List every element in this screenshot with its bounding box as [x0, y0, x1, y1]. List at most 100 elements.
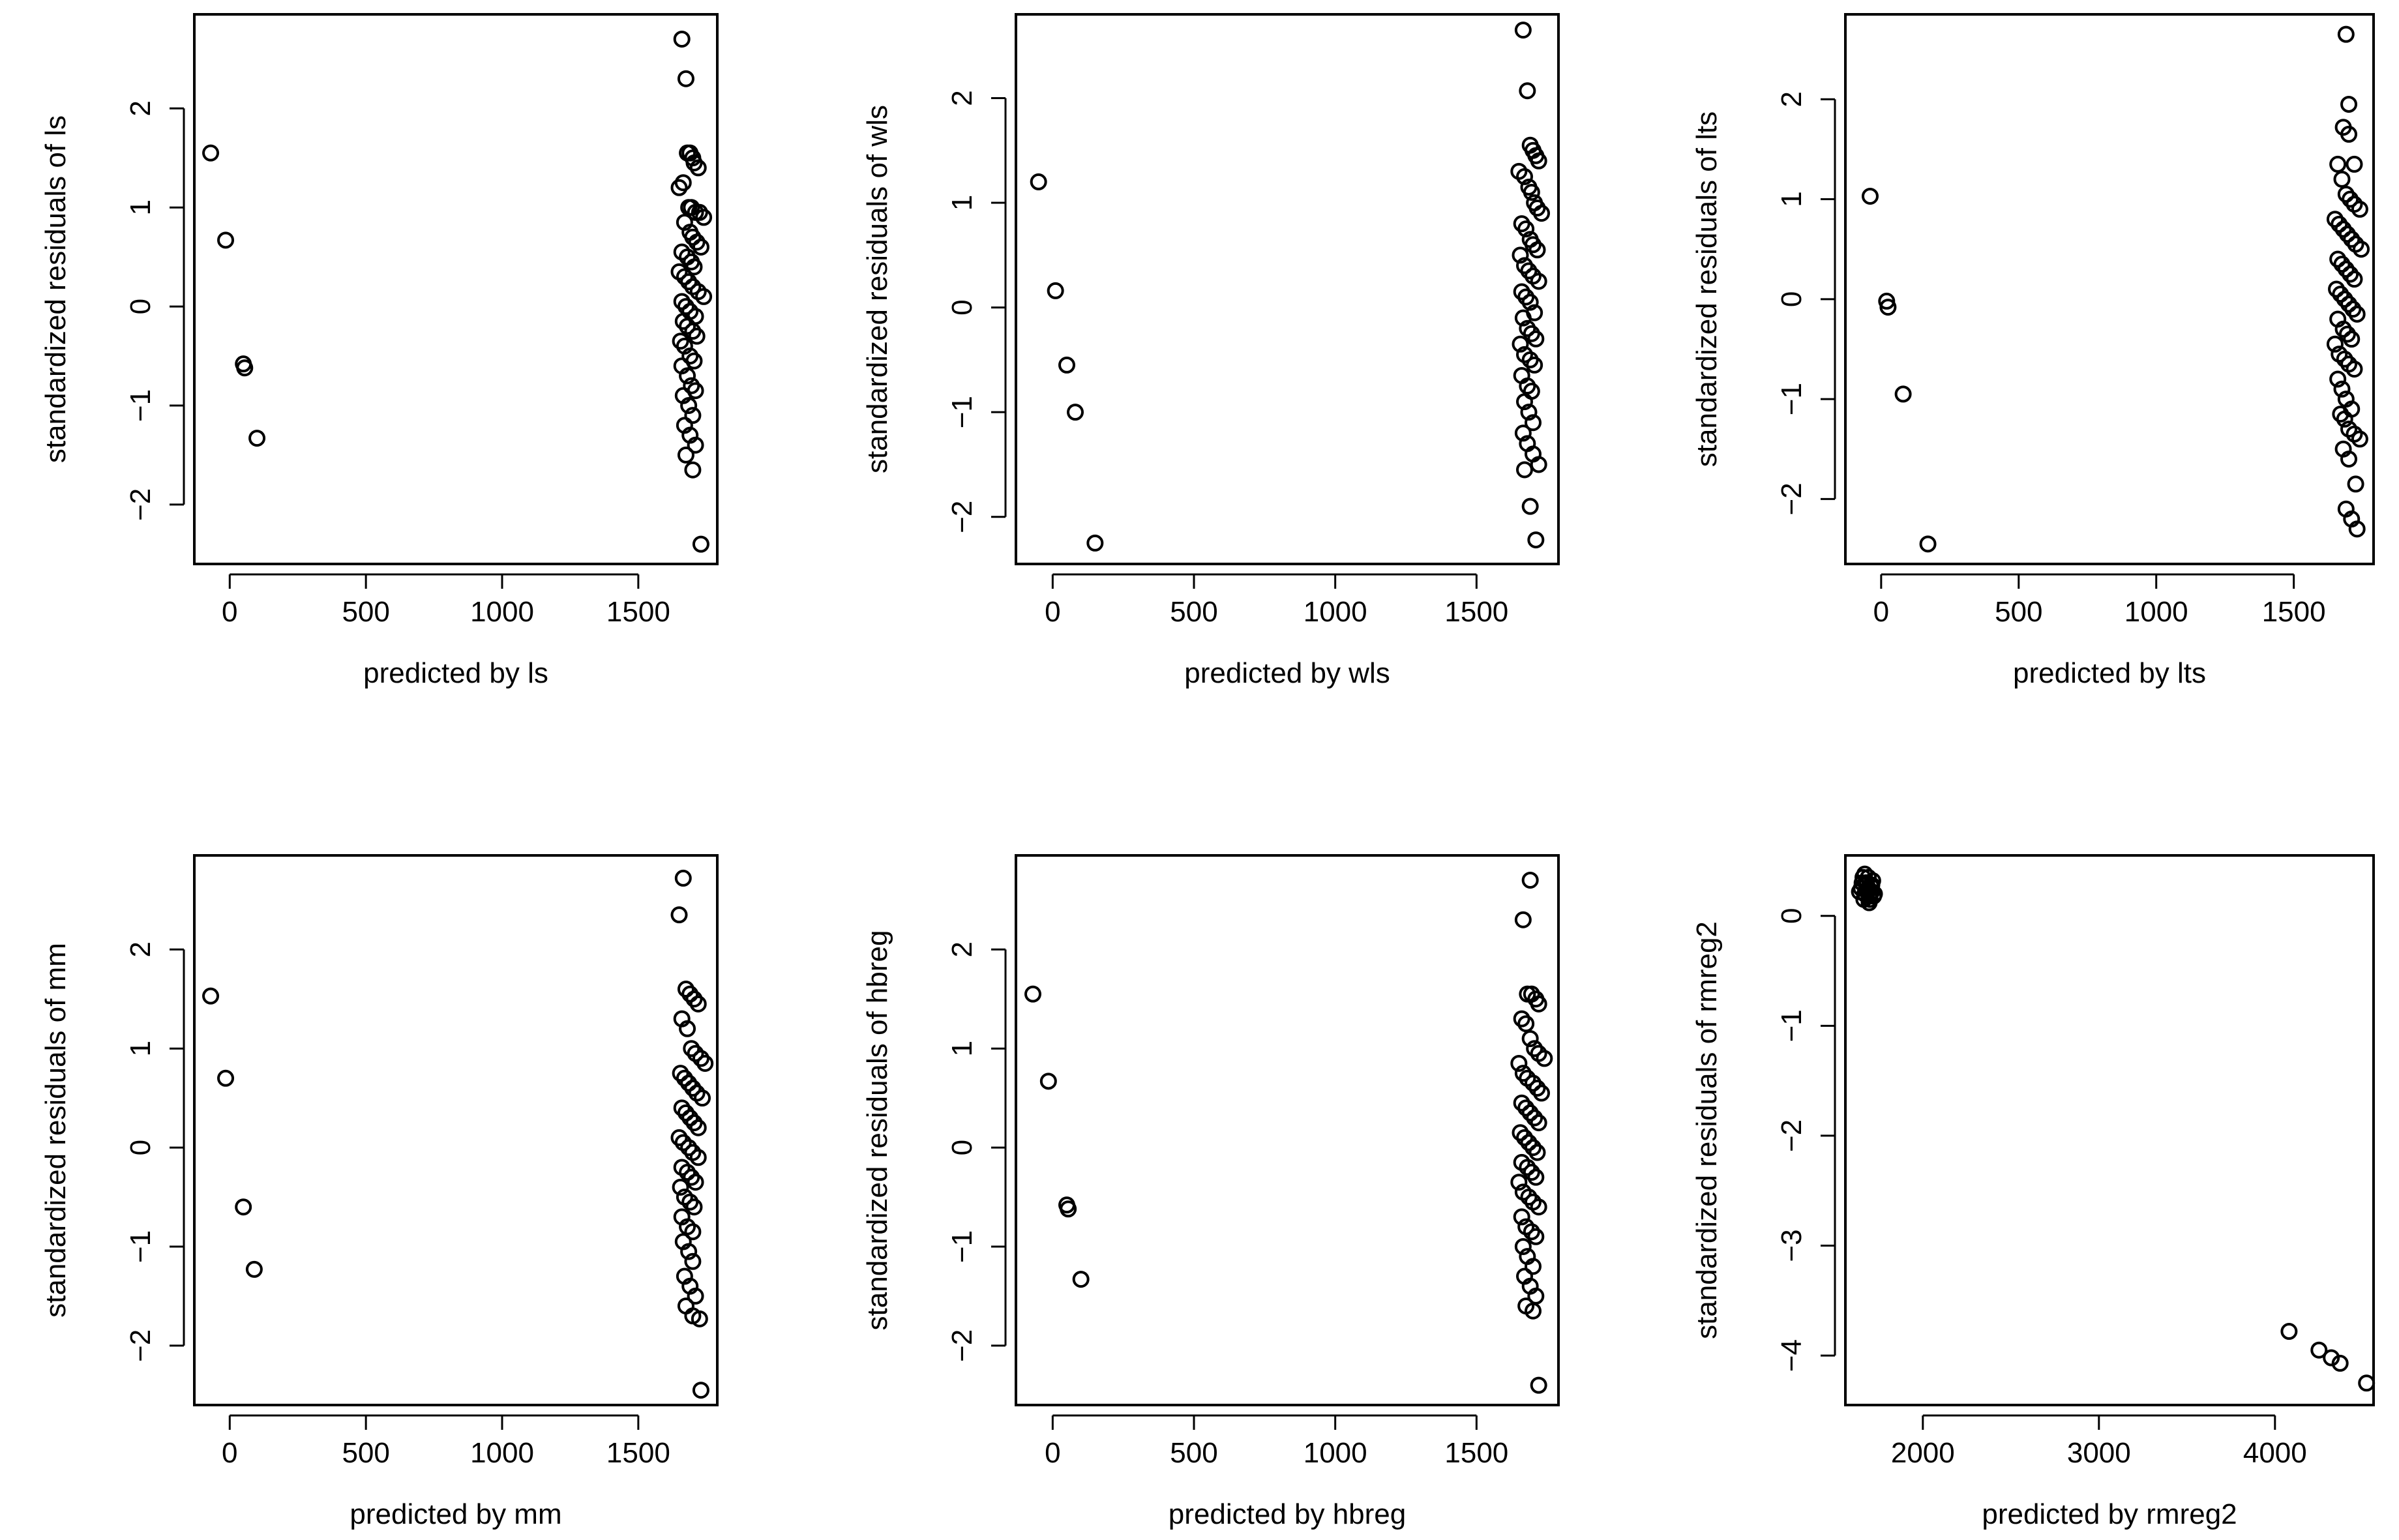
data-point	[689, 995, 707, 1013]
data-point	[1533, 205, 1550, 222]
data-point	[2332, 406, 2349, 423]
data-point	[677, 70, 694, 87]
data-point	[1525, 1302, 1542, 1320]
data-point	[1521, 293, 1539, 311]
data-point	[1514, 1237, 1532, 1255]
data-point	[1527, 330, 1545, 348]
data-point	[1530, 152, 1547, 170]
data-point	[676, 1069, 693, 1087]
x-axis-title: predicted by wls	[1184, 657, 1390, 689]
data-point	[2329, 250, 2347, 268]
data-point	[1523, 183, 1540, 201]
y-axis-title: standardized residuals of ls	[40, 115, 72, 463]
data-point	[1526, 1109, 1543, 1127]
data-point	[2333, 380, 2351, 398]
data-point	[1514, 1065, 1532, 1082]
data-point	[692, 238, 709, 256]
data-point	[683, 377, 700, 394]
data-point	[1513, 1094, 1530, 1112]
scatter-panel-4: 0 500 1000 1500 −2 −1 0 1 2 predicted by mm standa…	[40, 854, 719, 1530]
data-point	[2338, 325, 2356, 343]
y-tick-label: 1	[946, 195, 978, 211]
data-point	[2346, 155, 2363, 173]
data-point	[1519, 1159, 1536, 1176]
data-point	[680, 1139, 698, 1157]
data-point	[1536, 1050, 1553, 1067]
data-point	[673, 243, 691, 261]
data-point	[684, 407, 702, 424]
y-tick-label: −1	[1776, 1009, 1808, 1042]
x-tick-label: 2000	[1891, 1437, 1955, 1469]
data-point	[1072, 1271, 1090, 1288]
data-point	[1512, 335, 1529, 353]
data-point	[688, 233, 706, 251]
data-point	[1516, 461, 1533, 479]
y-tick-label: 1	[125, 1041, 156, 1056]
y-tick-label: −1	[946, 396, 978, 428]
data-point	[670, 179, 688, 196]
data-point	[1525, 414, 1542, 432]
data-point	[1521, 1104, 1539, 1121]
data-point	[2331, 215, 2348, 233]
y-tick-label: 2	[125, 100, 156, 116]
data-point	[1516, 168, 1533, 185]
data-point	[2358, 1374, 2376, 1392]
data-point	[1533, 1084, 1550, 1102]
data-point	[2336, 290, 2353, 308]
data-point	[674, 174, 692, 192]
data-point	[679, 1164, 696, 1181]
y-axis-title: standardized residuals of wls	[861, 105, 893, 473]
data-point	[2337, 260, 2355, 278]
data-point	[681, 348, 699, 365]
data-point	[688, 327, 706, 345]
data-point	[679, 1218, 696, 1236]
data-point	[2331, 1354, 2349, 1372]
data-point	[683, 1040, 700, 1058]
data-point	[677, 446, 694, 464]
data-point	[2353, 241, 2370, 258]
data-point	[684, 461, 702, 479]
scatter-panel-3: 0 500 1000 1500 −2 −1 0 1 2 predicted by lts stand…	[1691, 13, 2375, 689]
x-tick-label: 1500	[2262, 596, 2326, 628]
data-point	[1530, 1198, 1547, 1216]
data-point	[2343, 230, 2361, 248]
x-tick-label: 0	[222, 596, 237, 628]
data-point	[2323, 1349, 2340, 1367]
data-point	[1919, 535, 1937, 553]
data-point	[1517, 1015, 1535, 1033]
data-point	[1514, 22, 1532, 39]
y-axis-title: standardized residuals of lts	[1691, 111, 1723, 467]
y-tick-label: 1	[125, 200, 156, 215]
data-point	[2310, 1341, 2328, 1359]
data-point	[674, 869, 692, 887]
data-point	[217, 1069, 235, 1087]
x-tick-label: 500	[1995, 596, 2042, 628]
data-point	[689, 283, 707, 301]
data-point	[673, 1099, 691, 1117]
data-point	[2340, 295, 2358, 313]
data-point	[687, 1044, 704, 1062]
data-point	[245, 1260, 263, 1278]
y-tick-label: 2	[946, 941, 978, 957]
x-tick-label: 1000	[2124, 596, 2188, 628]
data-point	[2332, 286, 2349, 303]
data-point	[2346, 361, 2363, 378]
x-tick-label: 1000	[1304, 596, 1367, 628]
y-tick-label: −4	[1776, 1339, 1808, 1372]
data-point	[670, 1129, 688, 1146]
data-point	[687, 436, 704, 454]
data-point	[680, 1074, 698, 1092]
data-point	[1514, 309, 1532, 327]
data-point	[695, 288, 713, 305]
x-axis-title: predicted by rmreg2	[1982, 1498, 2237, 1530]
data-point	[673, 1159, 691, 1176]
data-point	[1512, 246, 1529, 264]
data-point	[1520, 404, 1538, 421]
data-point	[679, 1020, 696, 1037]
data-point	[2337, 185, 2355, 203]
scatter-panel-1: 0 500 1000 1500 −2 −1 0 1 2 predicted by ls standa…	[40, 13, 719, 689]
data-point	[672, 1178, 689, 1196]
data-point	[684, 1144, 702, 1161]
data-point	[2334, 320, 2352, 338]
y-tick-label: 2	[1776, 91, 1808, 107]
